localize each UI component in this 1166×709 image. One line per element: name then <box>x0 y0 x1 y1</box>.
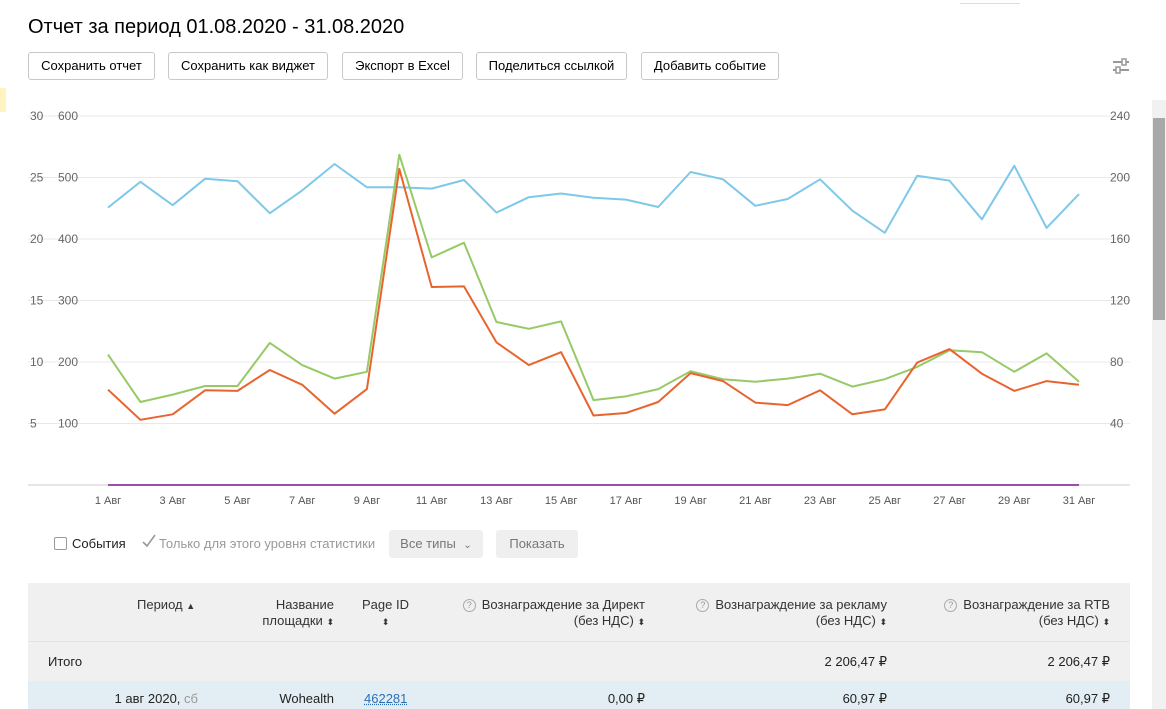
chevron-down-icon: ⌄ <box>463 540 472 551</box>
table-row[interactable]: 1 авг 2020, сб Wohealth 462281 0,00 ₽ 60… <box>28 681 1130 709</box>
sliders-icon[interactable] <box>1110 56 1132 76</box>
only-level-label: Только для этого уровня статистики <box>159 536 376 551</box>
x-axis-tick: 7 Авг <box>289 495 315 507</box>
direct-header-line1: Вознаграждение за Директ <box>481 597 645 612</box>
total-row: Итого 2 206,47 ₽ 2 206,47 ₽ <box>28 641 1130 681</box>
save-report-button[interactable]: Сохранить отчет <box>28 52 155 80</box>
sort-icon: ⬍ <box>326 617 334 627</box>
share-link-button[interactable]: Поделиться ссылкой <box>476 52 627 80</box>
page-id-header[interactable]: Page ID ⬍ <box>362 597 409 630</box>
y-axis-right-tick: 200 <box>1110 171 1130 185</box>
period-header[interactable]: Период ▲ <box>137 597 195 614</box>
export-excel-button[interactable]: Экспорт в Excel <box>342 52 463 80</box>
side-marker <box>0 88 6 112</box>
x-axis-tick: 3 Авг <box>160 495 186 507</box>
ads-header-line1: Вознаграждение за рекламу <box>715 597 887 612</box>
y-axis-left2-tick: 500 <box>58 171 78 185</box>
y-axis-left1-tick: 15 <box>30 294 44 308</box>
y-axis-left1-tick: 10 <box>30 355 44 369</box>
page-id-header-label: Page ID <box>362 597 409 612</box>
x-axis-tick: 21 Авг <box>739 495 771 507</box>
series-line-1 <box>107 153 1080 403</box>
series-line-2 <box>107 167 1080 421</box>
all-types-label: Все типы <box>400 536 456 551</box>
y-axis-right-tick: 40 <box>1110 417 1124 431</box>
y-axis-left2-tick: 600 <box>58 109 78 123</box>
table-header: Период ▲ Название площадки ⬍ Page ID ⬍ ?… <box>28 583 1130 641</box>
rtb-header-line1: Вознаграждение за RTB <box>963 597 1110 612</box>
x-axis-tick: 13 Авг <box>480 495 512 507</box>
add-event-button[interactable]: Добавить событие <box>641 52 779 80</box>
y-axis-right-tick: 160 <box>1110 232 1130 246</box>
ads-reward-header[interactable]: ? Вознаграждение за рекламу (без НДС) ⬍ <box>668 597 887 630</box>
y-axis-left1-tick: 25 <box>30 171 44 185</box>
x-axis-tick: 11 Авг <box>416 495 448 507</box>
site-name-header-line2: площадки <box>262 613 323 628</box>
page-title: Отчет за период 01.08.2020 - 31.08.2020 <box>28 16 405 38</box>
ads-header-line2: (без НДС) <box>815 613 876 628</box>
sort-icon: ⬍ <box>381 617 390 627</box>
row-direct-value: 0,00 ₽ <box>607 691 645 706</box>
statistics-chart: 5 100 40 10 200 80 15 300 120 20 400 160 25 500 200 30 6… <box>28 109 1130 507</box>
x-axis-tick: 29 Авг <box>998 495 1030 507</box>
help-icon[interactable]: ? <box>696 599 710 612</box>
sort-asc-icon: ▲ <box>186 601 196 611</box>
y-axis-left2-tick: 400 <box>58 232 78 246</box>
y-axis-left1-tick: 5 <box>30 417 37 431</box>
row-weekday: сб <box>184 691 198 706</box>
sort-icon: ⬍ <box>879 617 887 627</box>
row-page-id[interactable]: 462281 <box>364 691 407 706</box>
x-axis-tick: 5 Авг <box>224 495 250 507</box>
y-axis-left1-tick: 20 <box>30 232 44 246</box>
x-axis-tick: 31 Авг <box>1063 495 1095 507</box>
show-button[interactable]: Показать <box>496 530 578 558</box>
y-axis-left1-tick: 30 <box>30 109 44 123</box>
row-rtb-value: 60,97 ₽ <box>1065 691 1110 706</box>
total-ads-value: 2 206,47 ₽ <box>824 654 888 669</box>
site-name-header[interactable]: Название площадки ⬍ <box>234 597 334 630</box>
x-axis-tick: 17 Авг <box>610 495 642 507</box>
direct-reward-header[interactable]: ? Вознаграждение за Директ (без НДС) ⬍ <box>440 597 645 630</box>
row-date: 1 авг 2020, сб <box>88 691 198 706</box>
x-axis-tick: 25 Авг <box>869 495 901 507</box>
rtb-reward-header[interactable]: ? Вознаграждение за RTB (без НДС) ⬍ <box>908 597 1110 630</box>
top-divider <box>960 0 1020 4</box>
y-axis-left2-tick: 200 <box>58 355 78 369</box>
sort-icon: ⬍ <box>637 617 645 627</box>
page-id-link[interactable]: 462281 <box>364 691 408 706</box>
y-axis-left2-tick: 100 <box>58 417 78 431</box>
x-axis-tick: 19 Авг <box>674 495 706 507</box>
scrollbar-thumb[interactable] <box>1153 118 1165 320</box>
row-ads-value: 60,97 ₽ <box>842 691 887 706</box>
sort-icon: ⬍ <box>1102 617 1110 627</box>
help-icon[interactable]: ? <box>944 599 958 612</box>
events-checkbox[interactable] <box>54 537 67 550</box>
y-axis-right-tick: 120 <box>1110 294 1130 308</box>
total-rtb-value: 2 206,47 ₽ <box>1047 654 1111 669</box>
rtb-header-line2: (без НДС) <box>1038 613 1099 628</box>
x-axis-tick: 9 Авг <box>354 495 380 507</box>
row-site-name: Wohealth <box>279 691 334 706</box>
x-axis-tick: 23 Авг <box>804 495 836 507</box>
save-widget-button[interactable]: Сохранить как виджет <box>168 52 328 80</box>
period-header-label: Период <box>137 597 183 612</box>
x-axis-tick: 27 Авг <box>933 495 965 507</box>
x-axis-tick: 15 Авг <box>545 495 577 507</box>
y-axis-right-tick: 240 <box>1110 109 1130 123</box>
y-axis-left2-tick: 300 <box>58 294 78 308</box>
help-icon[interactable]: ? <box>462 599 476 612</box>
all-types-select[interactable]: Все типы ⌄ <box>389 530 483 558</box>
x-axis-tick: 1 Авг <box>95 495 121 507</box>
checkmark-icon[interactable] <box>141 533 157 549</box>
series-line-0 <box>107 163 1080 234</box>
site-name-header-line1: Название <box>275 597 334 612</box>
total-label: Итого <box>48 654 83 669</box>
events-label: События <box>72 536 126 551</box>
row-date-value: 1 авг 2020, <box>114 691 181 706</box>
direct-header-line2: (без НДС) <box>573 613 634 628</box>
y-axis-right-tick: 80 <box>1110 355 1124 369</box>
